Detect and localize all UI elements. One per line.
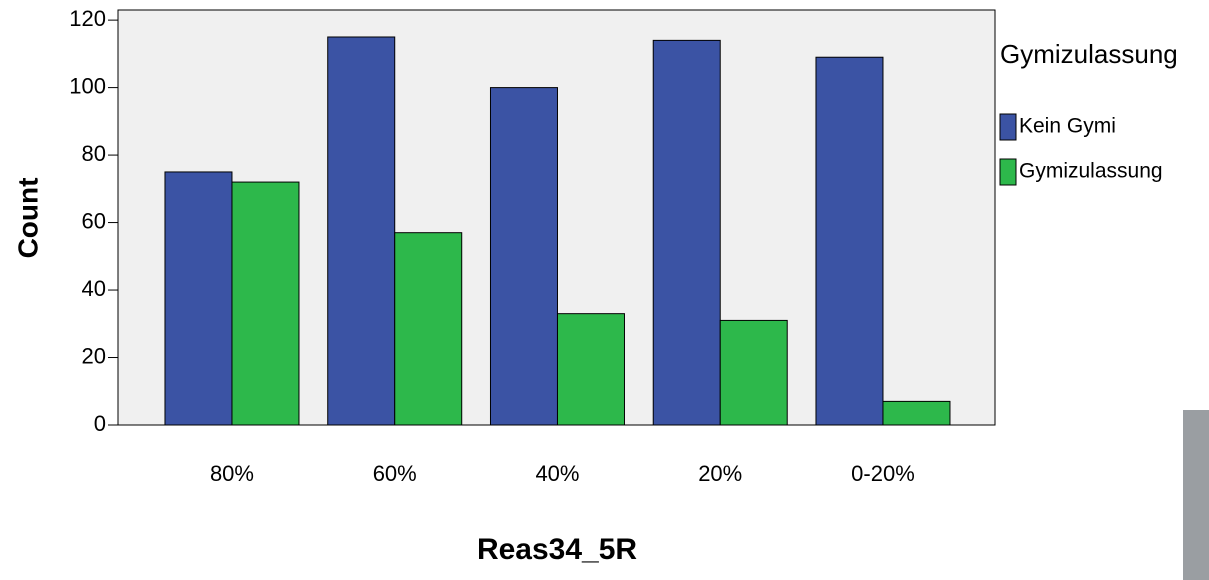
- x-axis-label: Reas34_5R: [477, 533, 637, 566]
- y-tick-label: 100: [69, 73, 106, 98]
- bar: [394, 232, 463, 426]
- x-tick-label: 40%: [535, 461, 579, 486]
- decoration: [1183, 410, 1209, 580]
- bar: [719, 319, 788, 426]
- x-tick-label: 0-20%: [851, 461, 915, 486]
- bar: [327, 36, 396, 426]
- legend-title: Gymizulassung: [1000, 39, 1178, 69]
- x-tick-label: 60%: [373, 461, 417, 486]
- bar: [652, 39, 721, 426]
- bar: [815, 56, 884, 426]
- y-tick-label: 80: [82, 141, 106, 166]
- legend-swatch: [999, 113, 1017, 141]
- bar: [556, 313, 625, 426]
- y-tick-label: 120: [69, 6, 106, 31]
- x-tick-label: 20%: [698, 461, 742, 486]
- legend-swatch: [999, 158, 1017, 186]
- y-tick-label: 0: [94, 411, 106, 436]
- legend-label: Kein Gymi: [1019, 115, 1116, 138]
- bar: [489, 87, 558, 426]
- legend-label: Gymizulassung: [1019, 160, 1163, 183]
- x-tick-label: 80%: [210, 461, 254, 486]
- bar: [882, 400, 951, 426]
- y-tick-label: 20: [82, 343, 106, 368]
- y-tick-label: 40: [82, 276, 106, 301]
- y-axis-label: Count: [12, 178, 43, 259]
- bar: [164, 171, 233, 426]
- bar: [231, 181, 300, 426]
- y-tick-label: 60: [82, 208, 106, 233]
